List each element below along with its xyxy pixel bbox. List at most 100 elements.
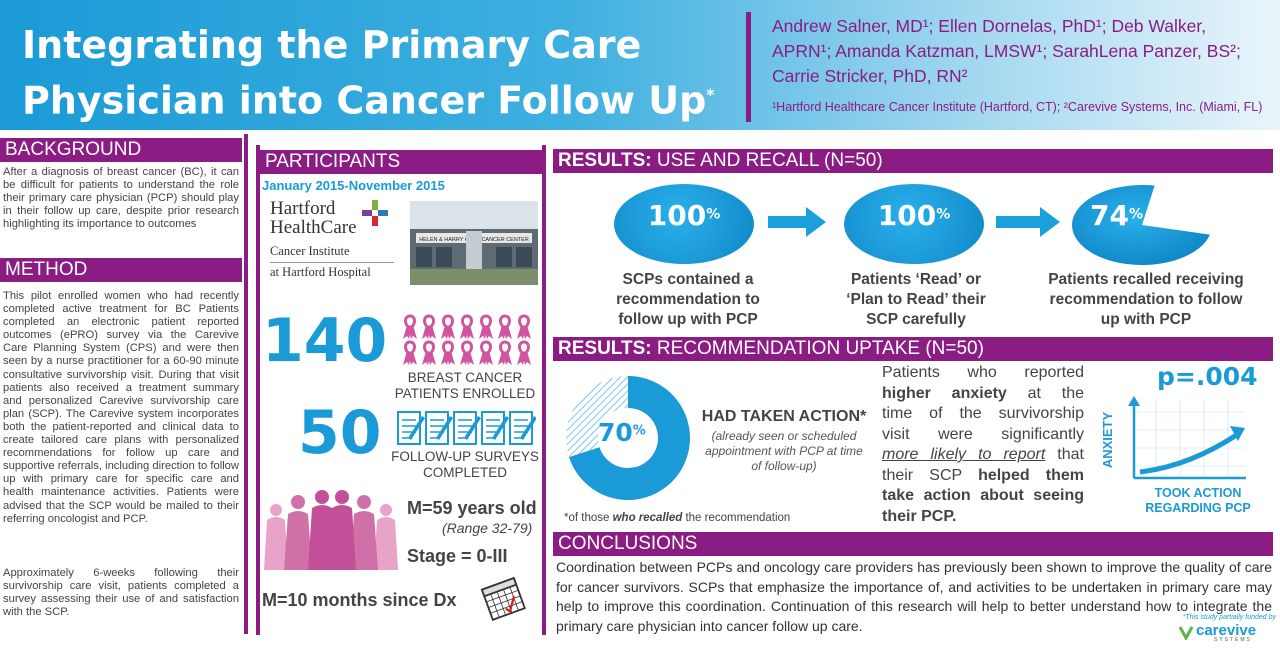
- background-text: After a diagnosis of breast cancer (BC),…: [3, 166, 239, 231]
- months-since-diagnosis: M=10 months since Dx: [262, 590, 457, 610]
- funder-sub: SYSTEMS: [1214, 637, 1252, 643]
- finding-line-5-em: more likely to report: [882, 446, 1046, 463]
- survey-form-icon: [453, 411, 481, 445]
- finding-line-4: visit were significantly: [882, 425, 1084, 443]
- recall-caption-3: Patients recalled receiving recommendati…: [1034, 270, 1258, 330]
- enrolled-count: 140: [262, 306, 388, 376]
- recall-circle-1: 100%: [614, 184, 754, 264]
- enrolled-label-line-1: BREAST CANCER: [407, 370, 523, 385]
- age-range: (Range 32-79): [442, 520, 533, 536]
- action-sub-1: (already seen or scheduled: [711, 429, 857, 443]
- surveys-label: FOLLOW-UP SURVEYS COMPLETED: [390, 449, 540, 481]
- recall-caption-1-line-3: follow up with PCP: [618, 311, 758, 328]
- survey-icon-group: [396, 410, 537, 448]
- donut-unit: %: [632, 423, 646, 439]
- uptake-footnote: *of those who recalled the recommendatio…: [564, 512, 790, 524]
- survey-form-icon: [397, 411, 425, 445]
- survey-form-icon: [481, 411, 509, 445]
- women-silhouettes-image: [264, 490, 398, 570]
- recall-caption-3-line-3: up with PCP: [1100, 311, 1192, 328]
- arrow-right-icon: [768, 207, 826, 237]
- author-list: Andrew Salner, MD¹; Ellen Dornelas, PhD¹…: [772, 14, 1272, 89]
- action-title: HAD TAKEN ACTION*: [701, 408, 867, 425]
- enrolled-label: BREAST CANCER PATIENTS ENROLLED: [390, 370, 540, 402]
- finding-line-1: Patients who reported: [882, 364, 1084, 381]
- donut-value-wrap: 70%: [598, 418, 646, 447]
- header-divider: [746, 12, 751, 122]
- recall-circle-2: 100%: [844, 184, 984, 264]
- recall-caption-3-line-2: recommendation to follow: [1049, 291, 1243, 308]
- recall-caption-1-line-2: recommendation to: [616, 291, 760, 308]
- pink-ribbon-icon: [422, 340, 436, 365]
- survey-form-icon: [509, 411, 537, 445]
- stage-range: Stage = 0-III: [407, 546, 508, 566]
- recall-value-3-wrap: 74%: [1090, 199, 1143, 232]
- results-recall-heading-bold: RESULTS:: [558, 150, 652, 171]
- x-axis-label-line-1: TOOK ACTION: [1154, 486, 1242, 500]
- cancer-center-building-photo: HELEN & HARRY GRAY CANCER CENTER: [410, 201, 538, 285]
- finding-line-6-pre: their SCP: [882, 466, 979, 484]
- hartford-cross-icon: [362, 200, 388, 226]
- finding-line-5-rest: that: [1045, 446, 1084, 463]
- method-text-1: This pilot enrolled women who had recent…: [3, 290, 239, 525]
- finding-line-7: take action about seeing: [882, 487, 1084, 504]
- finding-line-2-rest: at the: [1006, 384, 1084, 402]
- participants-heading: PARTICIPANTS: [260, 150, 542, 174]
- finding-line-6-bold: helped them: [978, 466, 1085, 484]
- conclusions-text: Coordination between PCPs and oncology c…: [556, 559, 1272, 634]
- recall-value-1: 100: [647, 199, 707, 232]
- background-heading: BACKGROUND: [0, 138, 242, 162]
- pink-ribbon-icon: [479, 340, 493, 365]
- participants-column: [256, 145, 546, 635]
- finding-line-2-bold: higher anxiety: [882, 384, 1007, 402]
- action-description: HAD TAKEN ACTION* (already seen or sched…: [696, 408, 872, 474]
- pink-ribbon-icon: [403, 340, 417, 365]
- left-column: [0, 134, 248, 634]
- pink-ribbon-icon: [460, 340, 474, 365]
- pink-ribbon-icon: [422, 314, 436, 339]
- recall-caption-2-line-1: Patients ‘Read’ or: [850, 271, 982, 288]
- poster-title: Integrating the Primary Care Physician i…: [22, 20, 742, 126]
- recall-value-2: 100: [877, 199, 937, 232]
- recall-unit-1: %: [706, 206, 721, 223]
- x-axis-label: TOOK ACTION REGARDING PCP: [1128, 486, 1268, 516]
- calendar-icon: [480, 576, 526, 621]
- pink-ribbon-icon: [460, 314, 474, 339]
- recall-unit-2: %: [936, 206, 951, 223]
- method-text-2: Approximately 6-weeks following their su…: [3, 567, 239, 619]
- x-axis-label-line-2: REGARDING PCP: [1145, 501, 1251, 515]
- arrow-right-icon: [996, 207, 1060, 237]
- logo-line-3: Cancer Institute: [270, 244, 350, 258]
- funding-logo: *This study partially funded by carevive…: [1172, 614, 1276, 644]
- action-sub-2: appointment with PCP at time: [705, 444, 863, 458]
- surveys-count: 50: [298, 398, 382, 468]
- surveys-label-line-1: FOLLOW-UP SURVEYS: [391, 449, 539, 464]
- recall-caption-1: SCPs contained a recommendation to follo…: [586, 270, 790, 330]
- finding-line-8: their PCP.: [882, 507, 957, 525]
- recall-unit-3: %: [1128, 206, 1143, 223]
- authors-line-1: Andrew Salner, MD¹; Ellen Dornelas, PhD¹…: [772, 16, 1207, 36]
- funding-note: *This study partially funded by: [1182, 614, 1276, 621]
- recall-value-3: 74: [1090, 199, 1129, 232]
- survey-form-icon: [425, 411, 453, 445]
- anxiety-finding-text: Patients who reported higher anxiety at …: [882, 363, 1084, 527]
- footnote-pre: *of those: [564, 512, 613, 524]
- finding-line-3: time of the survivorship: [882, 405, 1084, 422]
- mean-age: M=59 years old: [407, 498, 537, 518]
- donut-value: 70: [598, 418, 633, 447]
- results-recall-heading-rest: USE AND RECALL (N=50): [651, 150, 883, 171]
- p-value: p=.004: [1157, 362, 1258, 391]
- enrolled-label-line-2: PATIENTS ENROLLED: [394, 386, 536, 401]
- action-donut-70: [566, 376, 690, 500]
- method-heading: METHOD: [0, 258, 242, 282]
- y-axis-label: ANXIETY: [1100, 412, 1115, 469]
- logo-line-4: at Hartford Hospital: [270, 265, 371, 279]
- conclusions-heading: CONCLUSIONS: [553, 532, 1273, 556]
- title-line-1: Integrating the Primary Care: [22, 23, 642, 67]
- results-recall-heading: RESULTS: USE AND RECALL (N=50): [553, 149, 1273, 173]
- recall-caption-1-line-1: SCPs contained a: [622, 271, 754, 288]
- authors-line-2: APRN¹; Amanda Katzman, LMSW¹; SarahLena …: [772, 41, 1241, 61]
- pink-ribbon-icon: [479, 314, 493, 339]
- authors-line-3: Carrie Stricker, PhD, RN²: [772, 66, 968, 86]
- results-uptake-heading-bold: RESULTS:: [558, 338, 652, 359]
